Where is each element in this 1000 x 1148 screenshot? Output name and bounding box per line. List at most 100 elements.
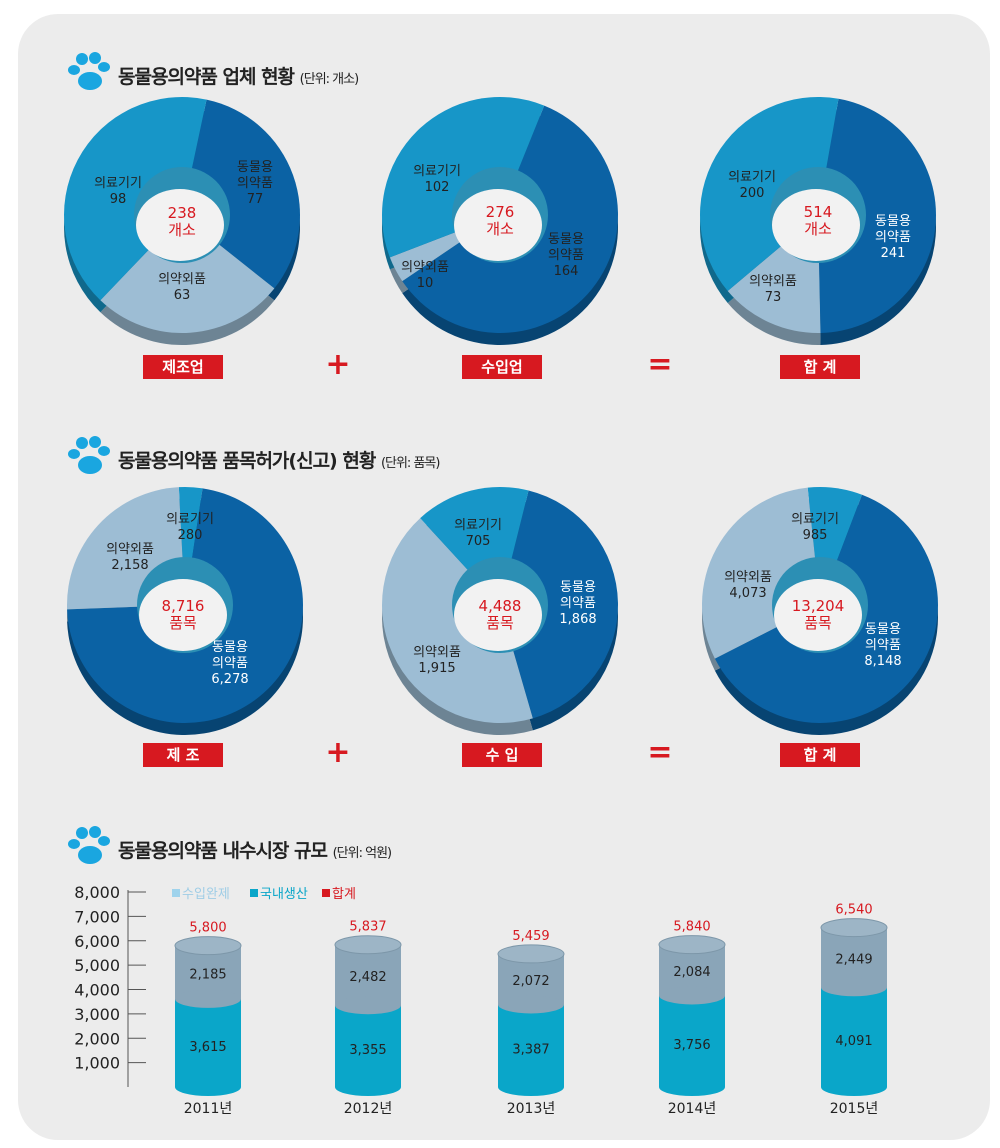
import-label: 2,482 [349, 970, 386, 985]
slice-name: 의료기기 [728, 170, 776, 185]
slice-name: 의료기기 [94, 176, 142, 191]
y-tick-label: 1,000 [74, 1054, 120, 1073]
category-tag: 제 조 [143, 743, 223, 767]
slice-name: 의약외품 [413, 645, 461, 660]
total-value: 238 [167, 204, 197, 222]
slice-label: 의약외품 4,073 [724, 570, 772, 602]
bar-import [335, 944, 401, 1006]
category-tag: 제조업 [143, 355, 223, 379]
total-unit: 품목 [169, 614, 197, 632]
slice-name: 의약외품 [158, 272, 206, 287]
slice-label: 동물용 의약품 164 [548, 232, 584, 280]
slice-label: 의료기기 102 [413, 164, 461, 196]
x-category-label: 2014년 [668, 1101, 717, 1117]
slice-name: 의약외품 [724, 570, 772, 585]
slice-value: 1,868 [559, 612, 597, 627]
slice-name: 의약품 [548, 248, 584, 263]
operator-sign: + [325, 347, 351, 382]
slice-name: 동물용 [548, 232, 584, 247]
section-unit: (단위: 개소) [299, 72, 359, 87]
slice-label: 동물용 의약품 77 [237, 160, 273, 208]
slice-label: 의료기기 98 [94, 176, 142, 208]
slice-label: 의료기기 200 [728, 170, 776, 202]
section-title: 동물용의약품 업체 현황 (단위: 개소) [118, 62, 359, 89]
total-label: 5,459 [512, 929, 549, 944]
slice-name: 동물용 [865, 622, 901, 637]
bar-top [658, 935, 726, 955]
operator-sign: + [325, 735, 351, 770]
bar-top [174, 936, 242, 956]
slice-name: 의약외품 [106, 542, 154, 557]
bar-top [497, 944, 565, 964]
donut-hole [774, 579, 862, 651]
operator-sign: = [647, 735, 673, 770]
donut-hole [136, 189, 224, 261]
slice-label: 의약외품 63 [158, 272, 206, 304]
slice-label: 의약외품 73 [749, 274, 797, 306]
import-label: 2,449 [835, 952, 872, 967]
legend-swatch [172, 889, 180, 897]
donut-total: 514 개소 [804, 204, 833, 238]
paw-icon [68, 436, 110, 474]
total-label: 5,837 [349, 920, 386, 935]
slice-name: 의료기기 [166, 512, 214, 527]
donut-chart [382, 487, 618, 735]
slice-name: 의료기기 [791, 512, 839, 527]
slice-value: 200 [739, 186, 765, 201]
legend-swatch [250, 889, 258, 897]
bar-base [175, 1078, 241, 1096]
section-title: 동물용의약품 내수시장 규모 (단위: 억원) [118, 836, 392, 863]
bar-segment-edge [659, 986, 725, 1005]
y-tick-label: 5,000 [74, 956, 120, 975]
donut-hole [139, 579, 227, 651]
total-value: 13,204 [791, 597, 845, 615]
bar-segment-edge [498, 995, 564, 1014]
slice-name: 동물용 [875, 214, 911, 229]
category-tag: 수 입 [462, 743, 542, 767]
slice-value: 63 [173, 288, 191, 303]
bar-base [498, 1078, 564, 1096]
slice-label: 동물용 의약품 241 [875, 214, 911, 262]
paw-icon [68, 52, 110, 90]
total-unit: 품목 [804, 614, 832, 632]
total-value: 276 [485, 203, 515, 221]
slice-value: 280 [177, 528, 203, 543]
x-category-label: 2013년 [507, 1101, 556, 1117]
slice-value: 6,278 [211, 672, 249, 687]
domestic-label: 4,091 [835, 1034, 872, 1049]
y-tick-label: 6,000 [74, 932, 120, 951]
slice-name: 의약품 [865, 638, 901, 653]
donut-total: 276 개소 [486, 204, 515, 238]
slice-label: 의약외품 2,158 [106, 542, 154, 574]
slice-name: 동물용 [237, 160, 273, 175]
slice-value: 73 [764, 290, 782, 305]
y-tick-label: 4,000 [74, 981, 120, 1000]
slice-name: 의약품 [560, 596, 596, 611]
slice-value: 985 [802, 528, 828, 543]
operator-sign: = [647, 347, 673, 382]
slice-value: 705 [465, 534, 491, 549]
total-label: 5,840 [673, 920, 710, 935]
bar-domestic [335, 1005, 401, 1087]
donut-total: 8,716 품목 [162, 598, 205, 632]
slice-name: 동물용 [560, 580, 596, 595]
legend-label: 국내생산 [260, 887, 308, 902]
slice-value: 241 [880, 246, 906, 261]
donut-hole [772, 189, 860, 261]
donut-slice [182, 99, 300, 289]
import-label: 2,072 [512, 974, 549, 989]
donut-chart [382, 97, 619, 346]
slice-value: 77 [246, 192, 264, 207]
section-title-text: 동물용의약품 내수시장 규모 [118, 840, 333, 862]
total-value: 4,488 [478, 597, 522, 615]
slice-value: 102 [424, 180, 450, 195]
domestic-label: 3,387 [512, 1043, 549, 1058]
bar-domestic [498, 1004, 564, 1087]
donut-slice [382, 97, 545, 258]
bar-segment-edge [335, 996, 401, 1015]
donut-slice [64, 96, 207, 301]
donut-chart [67, 487, 304, 735]
y-tick-label: 2,000 [74, 1029, 120, 1048]
bar-domestic [659, 995, 725, 1087]
slice-name: 의약품 [212, 656, 248, 671]
